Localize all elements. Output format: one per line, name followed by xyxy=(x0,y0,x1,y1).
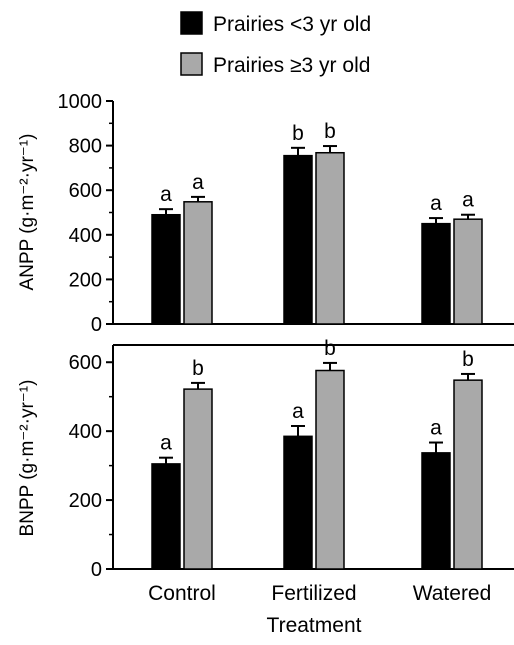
x-category-label: Fertilized xyxy=(271,582,356,605)
legend-swatch-young xyxy=(180,11,203,35)
top-bar xyxy=(453,218,483,325)
top-bar xyxy=(151,213,181,325)
top-y-axis-title: ANPP (g·m⁻²·yr⁻¹) xyxy=(17,134,38,291)
bottom-bar xyxy=(151,463,181,570)
legend-label-young: Prairies <3 yr old xyxy=(213,13,371,36)
bottom-y-axis-title: BNPP (g·m⁻²·yr⁻¹) xyxy=(17,380,38,537)
bottom-y-tick-label: 600 xyxy=(69,352,102,374)
top-significance-letter: a xyxy=(192,171,204,194)
bottom-bar xyxy=(453,379,483,570)
top-bar xyxy=(183,201,213,325)
legend: Prairies <3 yr old Prairies ≥3 yr old xyxy=(180,11,371,77)
x-category-label: Control xyxy=(148,582,216,605)
top-significance-letter: a xyxy=(462,189,474,212)
top-bar xyxy=(315,151,345,325)
bottom-significance-letter: a xyxy=(430,417,442,440)
top-y-tick-label: 0 xyxy=(91,314,102,336)
legend-swatch-old xyxy=(180,52,203,76)
top-bar xyxy=(421,222,451,325)
bottom-significance-letter: a xyxy=(292,400,304,423)
top-y-tick-label: 1000 xyxy=(58,91,103,113)
bottom-bar xyxy=(183,388,213,570)
bottom-bar xyxy=(283,435,313,570)
top-y-tick-label: 200 xyxy=(69,269,102,291)
bottom-significance-letter: b xyxy=(324,337,336,360)
legend-label-old: Prairies ≥3 yr old xyxy=(213,54,370,77)
top-significance-letter: b xyxy=(324,120,336,143)
x-axis-title: Treatment xyxy=(267,614,362,637)
top-significance-letter: a xyxy=(160,183,172,206)
top-significance-letter: b xyxy=(292,122,304,145)
bottom-y-tick-label: 400 xyxy=(69,421,102,443)
top-significance-letter: a xyxy=(430,192,442,215)
bottom-bar xyxy=(421,452,451,570)
bottom-y-tick-label: 0 xyxy=(91,559,102,581)
top-bar xyxy=(283,154,313,325)
bottom-significance-letter: b xyxy=(462,348,474,371)
bottom-significance-letter: a xyxy=(160,432,172,455)
x-category-label: Watered xyxy=(413,582,492,605)
top-y-tick-label: 600 xyxy=(69,180,102,202)
top-y-tick-label: 800 xyxy=(69,136,102,158)
bottom-y-tick-label: 200 xyxy=(69,490,102,512)
bottom-bar xyxy=(315,369,345,570)
top-y-tick-label: 400 xyxy=(69,225,102,247)
bottom-significance-letter: b xyxy=(192,357,204,380)
